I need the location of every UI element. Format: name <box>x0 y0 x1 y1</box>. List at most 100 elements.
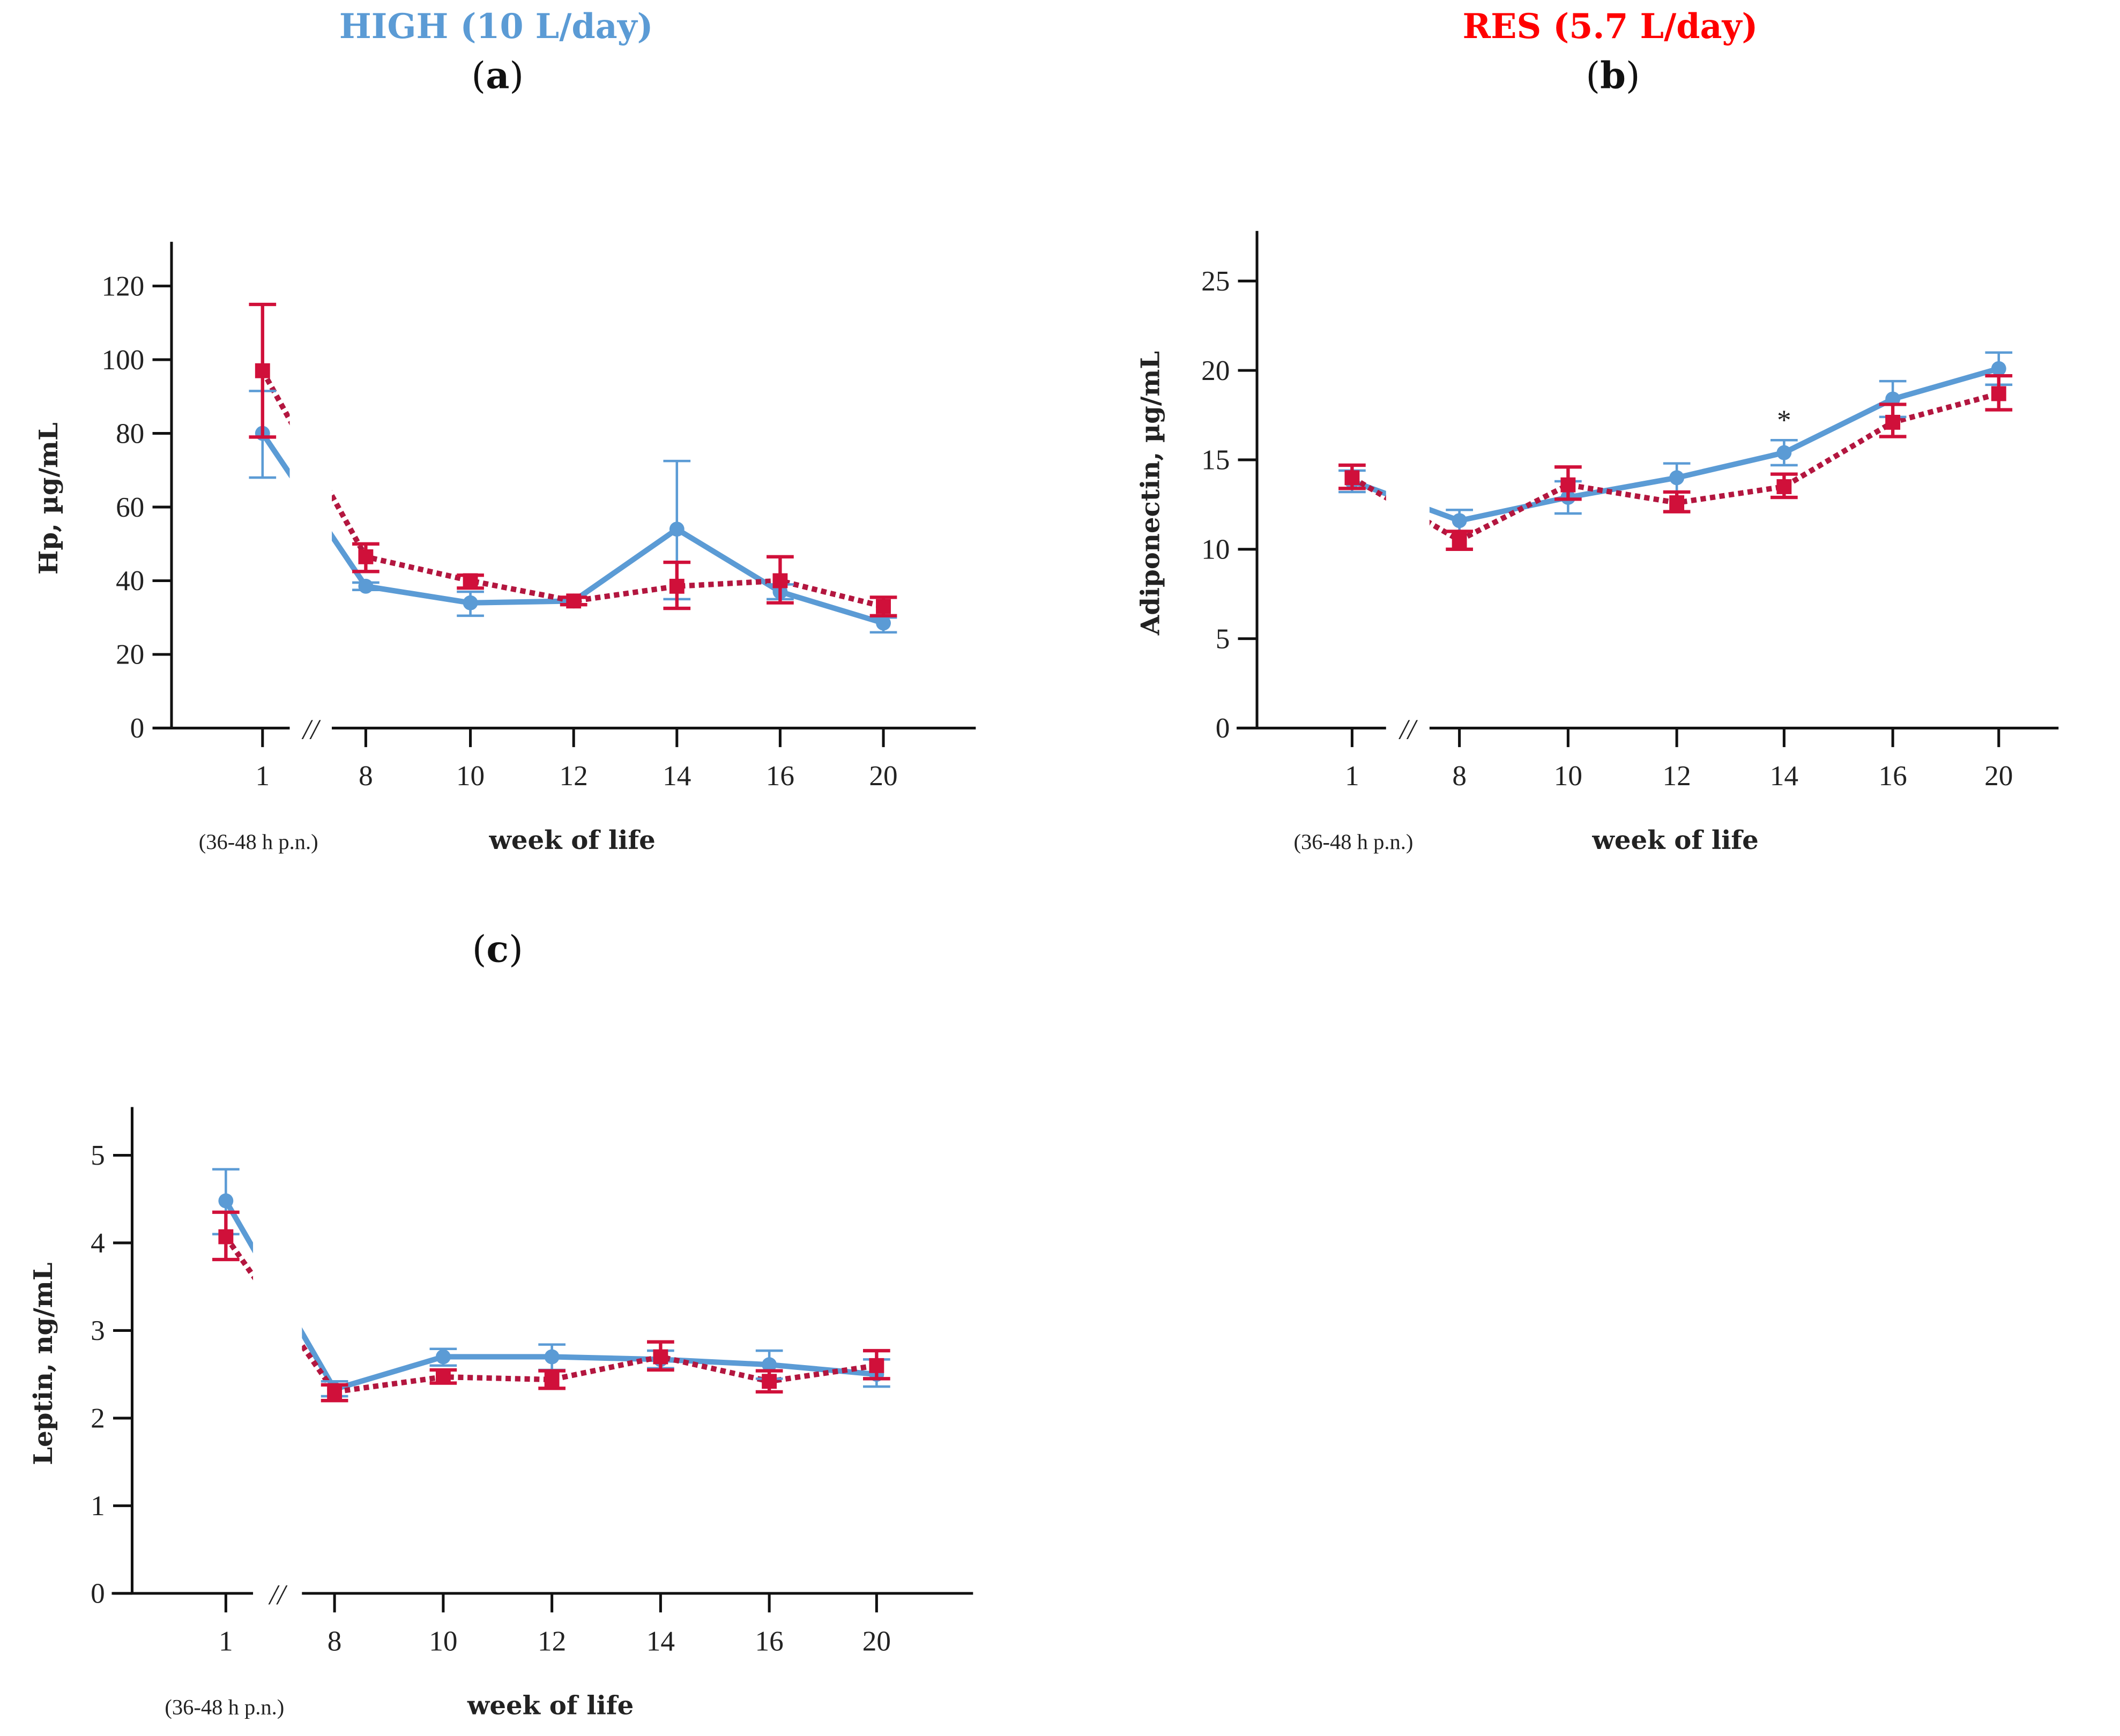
data-point-res <box>435 1369 451 1385</box>
x-tick-label: 10 <box>456 760 485 792</box>
x-axis-label: week of life <box>467 1690 634 1720</box>
x-tick-label: 1 <box>219 1625 233 1657</box>
y-tick-label: 80 <box>116 418 144 449</box>
x-tick-label: 20 <box>869 760 897 792</box>
data-point-high <box>876 615 891 631</box>
panel-label: (a) <box>471 55 524 98</box>
data-point-high <box>544 1349 560 1365</box>
data-point-high <box>218 1193 234 1209</box>
significance-annotation: * <box>1777 404 1791 436</box>
data-point-res <box>762 1374 777 1389</box>
x-tick-label: 14 <box>646 1625 675 1657</box>
x-tick-label: 20 <box>862 1625 891 1657</box>
x-tick-label: 8 <box>1452 760 1467 792</box>
chart-panel-a: (a) // 0 20 40 60 80 100 120 1 8 10 12 14 16 20 (36-48 h… <box>34 55 976 855</box>
y-axis-label: Adiponectin, µg/mL <box>1136 351 1166 636</box>
y-tick-label: 25 <box>1201 265 1230 297</box>
panel-label-close: ) <box>509 55 524 98</box>
y-tick-label: 40 <box>116 565 144 597</box>
x-tick-label: 12 <box>1663 760 1691 792</box>
x-tick-label: 1 <box>1345 760 1359 792</box>
axis-break-mark: // <box>268 1579 288 1611</box>
panel-label: (b) <box>1586 55 1640 98</box>
data-point-high <box>1452 513 1467 528</box>
axis-break-mark: // <box>1399 714 1418 746</box>
y-tick-label: 20 <box>116 639 144 670</box>
y-tick-label: 0 <box>1216 712 1230 744</box>
data-point-res <box>1560 477 1576 493</box>
data-point-high <box>358 578 374 594</box>
x-note: (36-48 h p.n.) <box>1293 830 1413 854</box>
data-point-res <box>1452 533 1467 548</box>
data-point-res <box>869 1358 884 1373</box>
data-point-res <box>1344 470 1360 486</box>
panel-label-letter: c <box>486 928 509 971</box>
axis-break-gap <box>1386 217 1430 731</box>
x-tick-label: 14 <box>663 760 691 792</box>
y-tick-label: 4 <box>91 1227 105 1259</box>
data-point-res <box>1669 495 1685 510</box>
y-tick-label: 20 <box>1201 355 1230 386</box>
panel-label: (c) <box>472 928 523 971</box>
panel-label-open: ( <box>1586 55 1600 98</box>
data-point-res <box>653 1349 668 1365</box>
y-tick-label: 5 <box>91 1139 105 1171</box>
data-point-res <box>463 573 478 588</box>
axis-break-mark: // <box>301 714 321 746</box>
data-point-res <box>255 363 270 378</box>
x-note: (36-48 h p.n.) <box>199 830 318 854</box>
chart-panel-b: (b) // 0 5 10 15 20 25 1 8 10 12 14 16 20 (36-48 h p.n.… <box>1136 55 2059 855</box>
x-axis-label: week of life <box>1591 825 1758 855</box>
x-tick-label: 10 <box>429 1625 457 1657</box>
x-tick-label: 14 <box>1770 760 1798 792</box>
x-tick-label: 16 <box>766 760 794 792</box>
data-point-high <box>1776 445 1792 460</box>
data-point-res <box>566 593 582 609</box>
data-point-high <box>435 1349 451 1365</box>
panel-label-close: ) <box>1626 55 1640 98</box>
y-tick-label: 120 <box>101 270 144 302</box>
y-tick-label: 3 <box>91 1315 105 1346</box>
data-point-res <box>669 578 685 594</box>
data-point-high <box>463 595 478 610</box>
data-point-high <box>762 1357 777 1373</box>
data-point-res <box>327 1384 343 1399</box>
res-group-title: RES (5.7 L/day) <box>1463 6 1758 46</box>
panel-label-open: ( <box>471 55 486 98</box>
data-point-res <box>876 599 891 614</box>
panel-label-close: ) <box>509 928 523 971</box>
x-tick-label: 10 <box>1554 760 1582 792</box>
data-point-high <box>1991 361 2006 376</box>
x-tick-label: 12 <box>538 1625 566 1657</box>
y-tick-label: 60 <box>116 491 144 523</box>
data-point-high <box>1669 470 1685 486</box>
y-tick-label: 15 <box>1201 444 1230 476</box>
axis-break-gap <box>253 1093 302 1596</box>
data-point-res <box>1885 414 1901 430</box>
y-axis-label: Hp, µg/mL <box>34 422 64 575</box>
x-tick-label: 1 <box>255 760 270 792</box>
axis-break-gap <box>289 228 332 731</box>
y-tick-label: 2 <box>91 1403 105 1434</box>
x-note: (36-48 h p.n.) <box>165 1695 284 1719</box>
y-tick-label: 0 <box>130 712 145 744</box>
y-tick-label: 1 <box>91 1490 105 1522</box>
y-tick-label: 0 <box>91 1578 105 1610</box>
x-tick-label: 8 <box>359 760 373 792</box>
high-group-title: HIGH (10 L/day) <box>339 6 653 46</box>
x-axis-label: week of life <box>488 825 655 855</box>
y-tick-label: 10 <box>1201 534 1230 565</box>
data-point-res <box>772 573 788 588</box>
data-point-res <box>544 1372 560 1387</box>
x-tick-label: 16 <box>1878 760 1907 792</box>
panel-label-letter: b <box>1600 55 1626 98</box>
y-axis-label: Leptin, ng/mL <box>28 1262 58 1465</box>
x-tick-label: 20 <box>1984 760 2013 792</box>
x-tick-label: 12 <box>560 760 588 792</box>
x-tick-label: 16 <box>755 1625 784 1657</box>
data-point-res <box>358 549 374 564</box>
y-tick-label: 5 <box>1216 623 1230 654</box>
